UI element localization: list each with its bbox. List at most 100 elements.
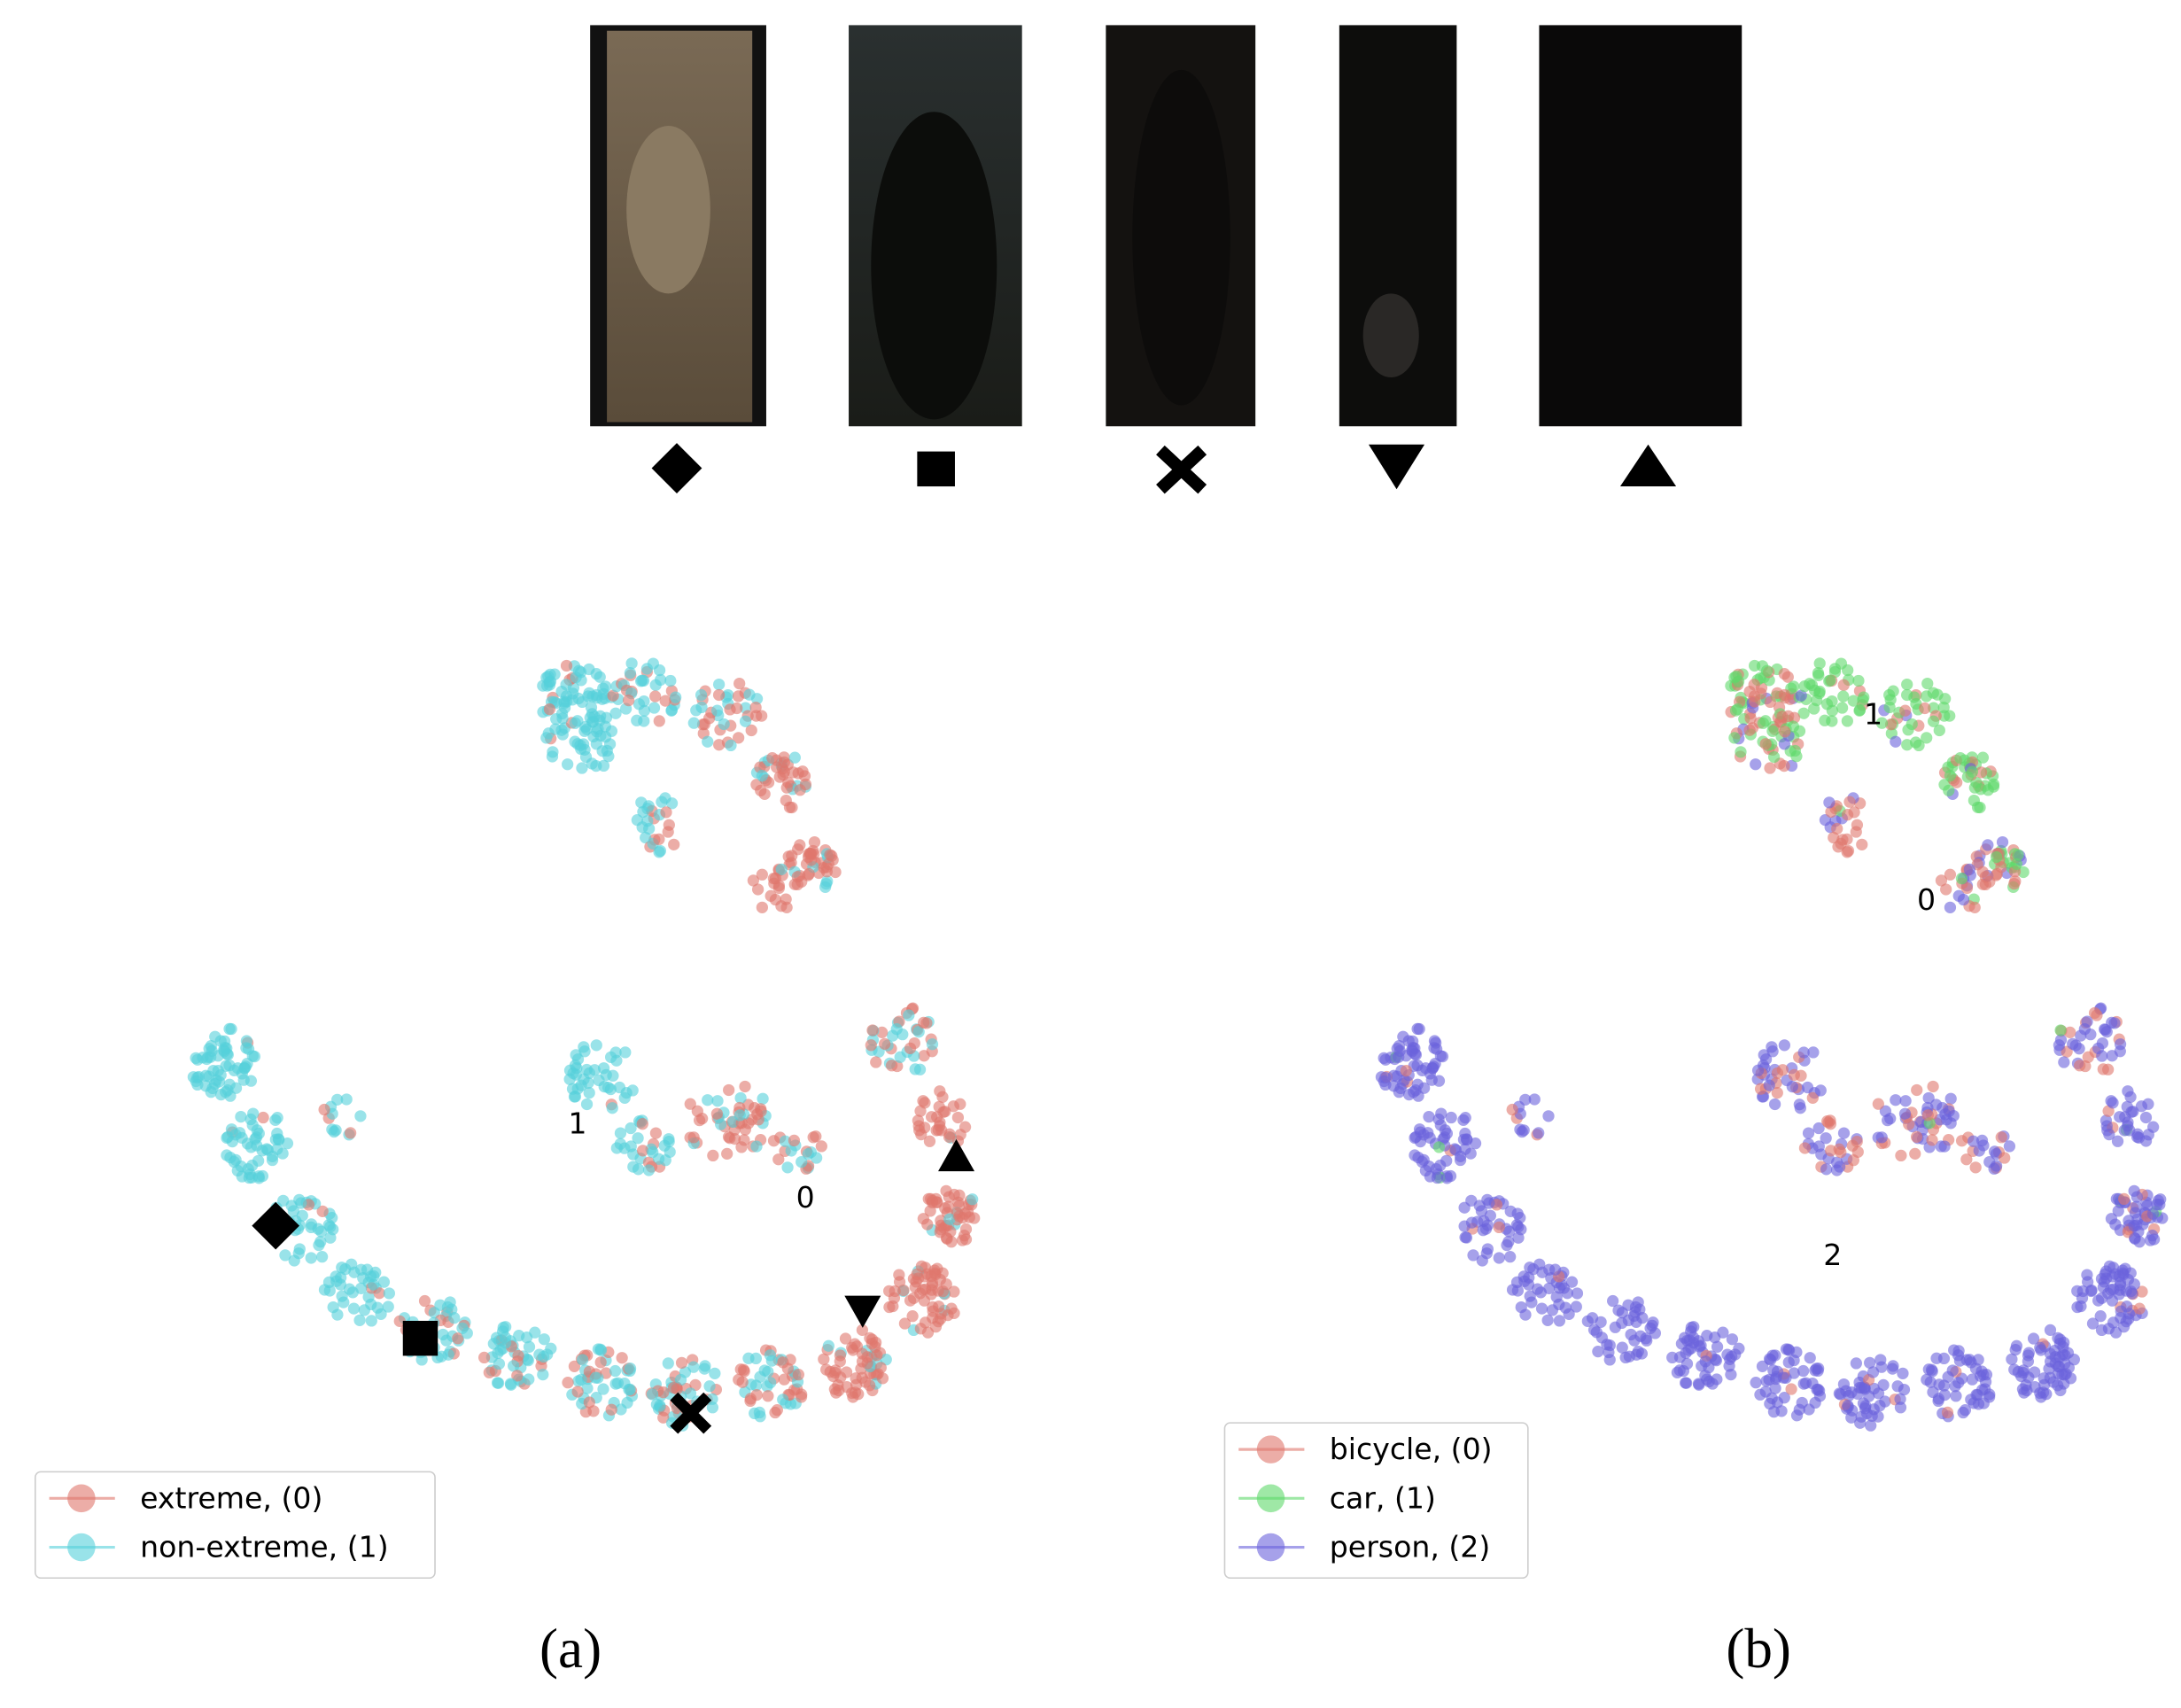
scatter-point (1890, 1094, 1902, 1106)
scatter-point (590, 1039, 602, 1052)
scatter-point (513, 1330, 525, 1342)
up-triangle-marker (1619, 444, 1677, 487)
scatter-point (943, 1213, 956, 1225)
scatter-point (322, 1276, 336, 1289)
scatter-point (822, 858, 834, 870)
scatter-point (820, 877, 833, 890)
scatter-point (749, 1352, 763, 1365)
scatter-point (340, 1093, 353, 1106)
scatter-point (896, 1029, 909, 1041)
scatter-point (1999, 1152, 2011, 1164)
scatter-point (2131, 1213, 2144, 1225)
scatter-point (745, 724, 757, 737)
scatter-point (1975, 766, 1988, 779)
scatter-point (547, 746, 559, 758)
scatter-point (2094, 1310, 2107, 1323)
scatter-point (743, 688, 756, 701)
scatter-point (1913, 739, 1925, 752)
scatter-point (318, 1103, 330, 1116)
scatter-point (1882, 1114, 1894, 1127)
scatter-point (1511, 1285, 1524, 1297)
scatter-point (1765, 1354, 1777, 1366)
scatter-point (665, 704, 678, 717)
scatter-point (1824, 1118, 1836, 1130)
scatter-point (1835, 1145, 1847, 1159)
scatter-point (382, 1300, 394, 1313)
scatter-point (1837, 690, 1850, 703)
scatter-point (1388, 1052, 1401, 1066)
scatter-point (1764, 762, 1776, 774)
scatter-point (811, 1152, 823, 1164)
scatter-point (1449, 1144, 1463, 1156)
scatter-point (523, 1340, 536, 1353)
scatter-point (830, 1386, 842, 1399)
scatter-point (1898, 1107, 1912, 1120)
scatter-point (725, 739, 737, 752)
scatter-point (437, 1328, 449, 1341)
scatter-point (734, 1091, 747, 1105)
legend-label: car, (1) (1330, 1480, 1436, 1515)
scatter-point (271, 1112, 283, 1124)
scatter-point (647, 1145, 659, 1159)
scatter-point (1968, 781, 1981, 794)
scatter-point (1883, 688, 1896, 702)
scatter-point (2100, 1120, 2113, 1132)
scatter-point (649, 690, 662, 703)
scatter-point (581, 1382, 594, 1394)
scatter-point (1603, 1354, 1616, 1366)
scatter-point (925, 1111, 938, 1123)
scatter-point (1867, 1403, 1880, 1416)
scatter-point (2091, 1009, 2103, 1021)
scatter-point (1744, 712, 1757, 725)
scatter-point (695, 701, 708, 714)
scatter-point (1938, 1140, 1951, 1153)
scatter-point (1919, 702, 1931, 715)
scatter-point (1879, 1395, 1891, 1408)
scatter-point (591, 726, 603, 738)
scatter-point (1811, 1383, 1823, 1396)
scatter-point (2037, 1386, 2050, 1399)
scatter-point (377, 1276, 391, 1288)
scatter-point (568, 1360, 581, 1372)
scatter-point (1616, 1341, 1628, 1354)
scatter-point (1680, 1377, 1693, 1389)
scatter-point (1454, 1153, 1467, 1167)
scatter-point (623, 694, 635, 707)
scatter-point (657, 1411, 670, 1424)
scatter-point (323, 1285, 336, 1297)
scatter-point (1927, 715, 1940, 727)
scatter-point (1980, 1369, 1993, 1381)
scatter-point (1975, 1134, 1989, 1147)
scatter-point (571, 738, 584, 750)
scatter-point (1771, 1396, 1783, 1409)
scatter-point (1436, 1050, 1449, 1063)
scatter-point (1688, 1337, 1700, 1349)
scatter-point (1788, 680, 1800, 693)
scatter-point (713, 739, 726, 751)
scatter-point (778, 765, 790, 778)
scatter-point (749, 701, 762, 714)
scatter-point (777, 1394, 789, 1406)
scatter-point (1903, 1118, 1915, 1130)
scatter-point (236, 1068, 248, 1080)
scatter-point (2022, 1371, 2035, 1384)
scatter-point (1841, 715, 1853, 727)
scatter-point (780, 781, 793, 794)
scatter-point (926, 1038, 939, 1051)
scatter-point (537, 1368, 549, 1381)
scatter-point (1709, 1353, 1721, 1366)
scatter-point (904, 1294, 917, 1307)
scatter-point (2062, 1362, 2076, 1374)
scatter-point (1777, 1371, 1790, 1384)
scatter-point (190, 1052, 202, 1064)
scatter-point (1955, 1135, 1968, 1147)
scatter-point (521, 1353, 533, 1366)
scatter-point (747, 874, 759, 887)
scatter-point (714, 1118, 727, 1130)
scatter-point (1493, 1252, 1505, 1264)
scatter-point (2123, 1308, 2135, 1320)
scatter-point (1728, 732, 1741, 744)
scatter-point (578, 725, 591, 737)
scatter-point (1764, 695, 1776, 709)
scatter-point (856, 1324, 869, 1337)
